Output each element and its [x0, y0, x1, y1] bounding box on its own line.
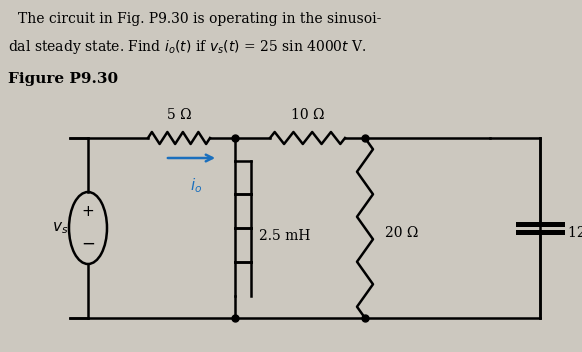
Text: Figure P9.30: Figure P9.30: [8, 72, 118, 86]
Text: −: −: [81, 235, 95, 253]
Text: The circuit in Fig. P9.30 is operating in the sinusoi-: The circuit in Fig. P9.30 is operating i…: [18, 12, 381, 26]
Text: 5 Ω: 5 Ω: [166, 108, 191, 122]
Text: 12.5 μF: 12.5 μF: [568, 226, 582, 240]
Text: 2.5 mH: 2.5 mH: [259, 229, 310, 243]
Text: 20 Ω: 20 Ω: [385, 226, 418, 240]
Text: $i_o$: $i_o$: [190, 176, 203, 195]
Text: 10 Ω: 10 Ω: [291, 108, 324, 122]
Text: $v_s$: $v_s$: [52, 220, 68, 236]
Text: +: +: [81, 205, 94, 220]
Text: dal steady state. Find $i_o(t)$ if $v_s(t)$ = 25 sin 4000$t$ V.: dal steady state. Find $i_o(t)$ if $v_s(…: [8, 38, 367, 56]
